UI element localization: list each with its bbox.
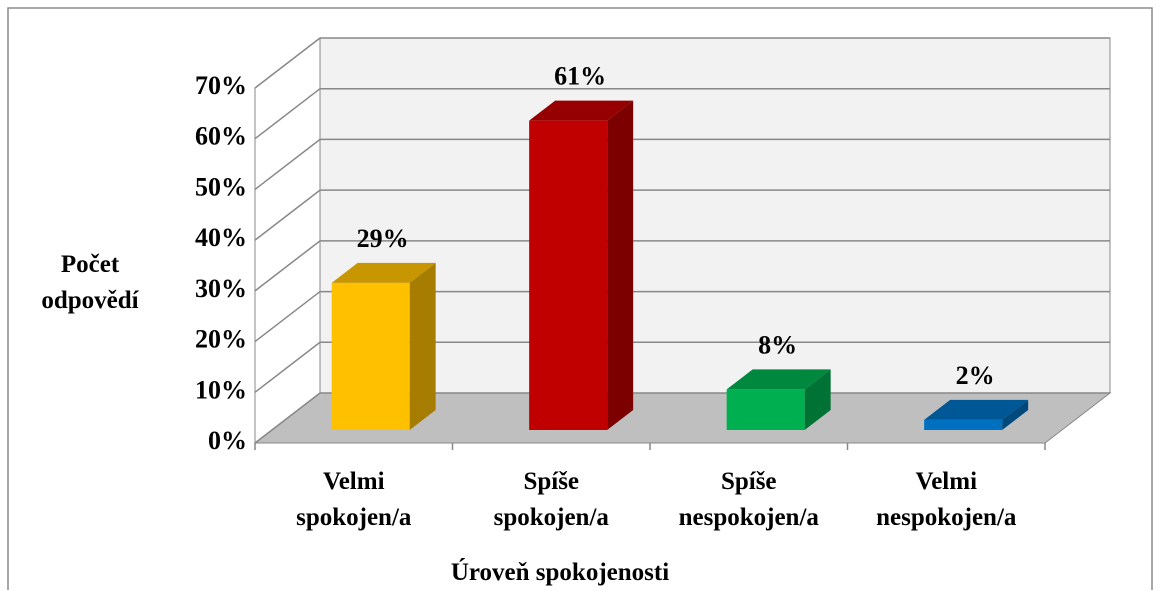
grid-line [254, 87, 1110, 140]
data-label: 29% [357, 224, 409, 253]
y-tick-label: 50% [195, 172, 247, 201]
grid-line [254, 290, 1110, 343]
x-axis-title: Úroveň spokojenosti [450, 559, 670, 586]
x-tick-label: Velmi nespokojen/a [876, 468, 1017, 531]
bar-side [1002, 399, 1029, 430]
bar-top [529, 100, 634, 121]
bar-side [409, 262, 436, 430]
chart-border [7, 7, 1153, 590]
grid-line [254, 392, 1110, 444]
y-axis-title: Počet odpovědí [41, 251, 139, 314]
x-tick-label: Spíše nespokojen/a [678, 468, 819, 531]
x-tick-label: Spíše spokojen/a [493, 468, 609, 531]
bar [331, 282, 410, 430]
grid-line [254, 138, 1110, 191]
bar [529, 120, 608, 431]
y-tick-label: 70% [195, 71, 247, 100]
y-tick-label: 40% [195, 223, 247, 252]
y-tick-label: 10% [195, 375, 247, 404]
grid-line [254, 341, 1110, 393]
bar-side [607, 100, 634, 431]
bar [924, 419, 1003, 430]
bar-side [804, 369, 831, 430]
grid-line [254, 240, 1110, 292]
data-label: 61% [554, 62, 606, 91]
x-tick-label: Velmi spokojen/a [296, 468, 412, 531]
data-label: 8% [758, 330, 797, 359]
bar-top [924, 399, 1029, 420]
side-wall [254, 36, 321, 445]
y-tick-label: 20% [195, 325, 247, 354]
grid-line [254, 189, 1110, 241]
bar-top [726, 369, 831, 390]
y-tick-label: 0% [208, 426, 247, 455]
bar-top [331, 262, 436, 283]
back-wall [319, 37, 1111, 394]
y-tick-label: 30% [195, 274, 247, 303]
y-tick-label: 60% [195, 122, 247, 151]
data-label: 2% [956, 361, 995, 390]
grid-line [254, 37, 1110, 89]
bar [726, 389, 805, 430]
